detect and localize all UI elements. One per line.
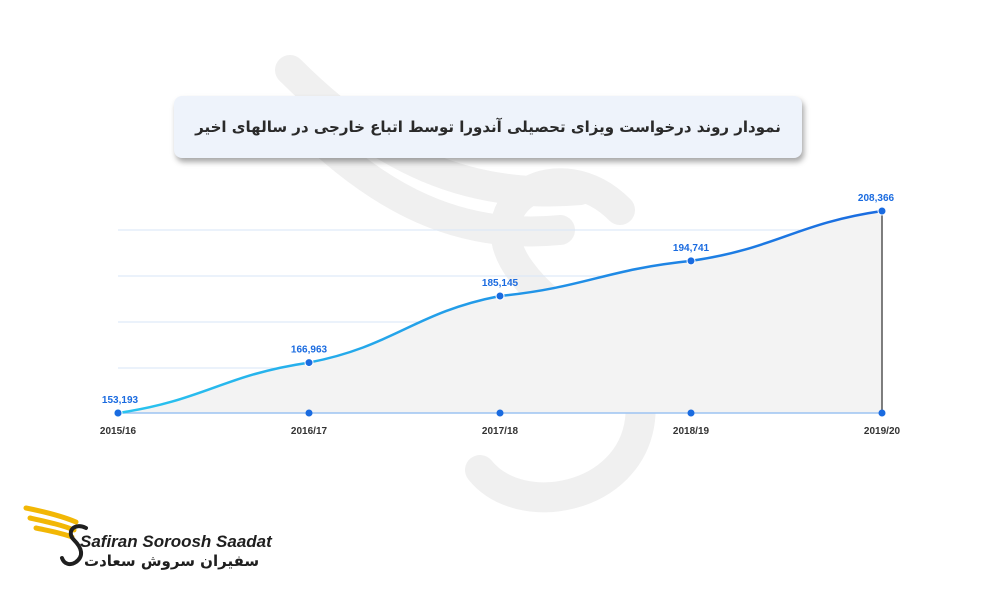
chart-title-box: نمودار روند درخواست ویزای تحصیلی آندورا … [174,96,802,158]
data-label: 153,193 [102,395,139,406]
brand-name-fa: سفیران سروش سعادت [84,552,260,570]
x-tick-label: 2016/17 [291,426,328,437]
axis-dot [687,409,695,417]
data-point [304,358,314,368]
chart-title: نمودار روند درخواست ویزای تحصیلی آندورا … [195,118,781,136]
x-tick-label: 2019/20 [864,426,901,437]
data-label: 208,366 [858,193,895,204]
data-label: 194,741 [673,243,710,254]
bird-wing-icon [23,505,88,567]
x-tick-label: 2015/16 [100,426,137,437]
axis-dot [305,409,313,417]
brand-logo: Safiran Soroosh Saadat سفیران سروش سعادت [22,494,302,584]
axis-dot [878,409,886,417]
axis-dot [496,409,504,417]
data-label: 185,145 [482,278,519,289]
data-point [495,291,505,301]
axis-dot [114,409,122,417]
data-point [877,206,887,216]
data-label: 166,963 [291,345,328,356]
x-tick-label: 2017/18 [482,426,519,437]
x-tick-label: 2018/19 [673,426,710,437]
brand-name-en: Safiran Soroosh Saadat [80,532,272,551]
data-point [686,256,696,266]
